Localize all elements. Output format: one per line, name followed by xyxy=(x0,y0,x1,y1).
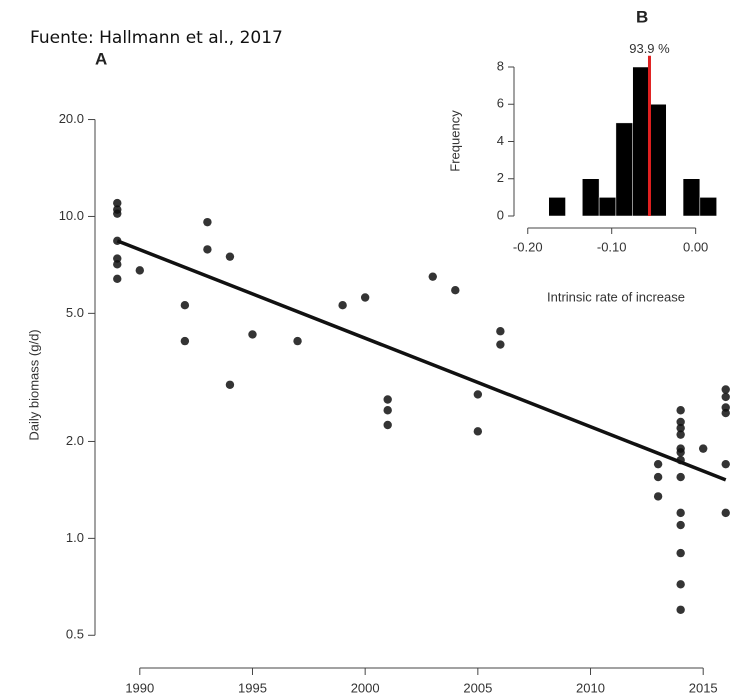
data-point xyxy=(225,380,235,389)
data-point xyxy=(338,301,347,310)
source-note: Fuente: Hallmann et al., 2017 xyxy=(30,28,283,48)
data-point xyxy=(676,548,685,558)
panel-label: A xyxy=(95,49,107,68)
data-point xyxy=(451,286,460,295)
x-tick-label: 2005 xyxy=(463,680,492,695)
data-point xyxy=(203,245,212,254)
data-point xyxy=(293,336,302,346)
data-point xyxy=(428,272,437,281)
y-axis-label: Frequency xyxy=(447,110,462,172)
data-point xyxy=(113,274,122,284)
y-tick-label: 0 xyxy=(497,207,504,222)
data-point xyxy=(113,209,122,218)
y-tick-label: 1.0 xyxy=(66,530,84,545)
data-point xyxy=(496,340,505,349)
x-tick-label: 1995 xyxy=(238,680,267,695)
data-point xyxy=(203,217,212,227)
histogram-bar xyxy=(615,122,633,217)
data-point xyxy=(653,459,663,469)
data-point xyxy=(653,472,663,482)
data-point xyxy=(225,252,235,261)
data-point xyxy=(113,254,122,263)
x-axis-label: Intrinsic rate of increase xyxy=(547,289,685,304)
data-point xyxy=(383,395,392,404)
x-tick-label: -0.20 xyxy=(513,239,543,254)
x-tick-label: -0.10 xyxy=(597,239,627,254)
data-point xyxy=(698,444,708,453)
data-point xyxy=(496,327,505,336)
data-point xyxy=(676,472,685,482)
histogram-bar xyxy=(699,197,717,217)
x-tick-label: 2015 xyxy=(689,680,718,695)
histogram-bar xyxy=(632,66,650,217)
data-point xyxy=(721,385,730,394)
trend-line xyxy=(116,239,727,482)
histogram-bar xyxy=(548,197,566,217)
data-point xyxy=(676,520,685,530)
y-tick-label: 6 xyxy=(497,96,504,111)
data-point xyxy=(135,266,145,275)
y-tick-label: 5.0 xyxy=(66,305,84,320)
y-tick-label: 8 xyxy=(497,58,504,73)
data-point xyxy=(360,293,370,302)
data-point xyxy=(113,198,122,208)
data-point xyxy=(676,605,685,614)
data-point xyxy=(473,390,483,399)
data-point xyxy=(676,508,685,518)
data-point xyxy=(721,508,730,518)
data-point xyxy=(676,406,685,415)
panel-label: B xyxy=(636,7,648,26)
data-point xyxy=(113,260,122,269)
histogram-bar xyxy=(582,178,600,217)
y-tick-label: 2.0 xyxy=(66,433,84,448)
data-point xyxy=(653,492,663,501)
histogram-bar xyxy=(682,178,701,217)
x-tick-label: 2000 xyxy=(351,680,380,695)
y-axis-label: Daily biomass (g/d) xyxy=(26,329,41,440)
data-point xyxy=(721,392,730,402)
y-tick-label: 20.0 xyxy=(59,111,84,126)
y-tick-label: 4 xyxy=(497,133,504,148)
marker-label: 93.9 % xyxy=(629,41,670,56)
data-point xyxy=(721,459,730,469)
y-tick-label: 0.5 xyxy=(66,627,84,642)
data-point xyxy=(676,430,685,439)
data-point xyxy=(473,427,483,436)
data-point xyxy=(383,406,392,415)
x-tick-label: 2010 xyxy=(576,680,605,695)
data-point xyxy=(676,448,685,457)
data-point xyxy=(676,423,685,433)
data-point xyxy=(676,580,685,589)
data-point xyxy=(676,417,685,427)
data-point xyxy=(180,336,190,346)
y-tick-label: 2 xyxy=(497,170,504,185)
data-point xyxy=(248,330,257,339)
histogram-bar xyxy=(649,104,667,217)
data-point xyxy=(383,420,392,430)
data-point xyxy=(721,408,730,418)
data-point xyxy=(180,301,190,310)
x-tick-label: 1990 xyxy=(125,680,154,695)
histogram-bar xyxy=(598,197,617,217)
x-tick-label: 0.00 xyxy=(683,239,708,254)
y-tick-label: 10.0 xyxy=(59,208,84,223)
